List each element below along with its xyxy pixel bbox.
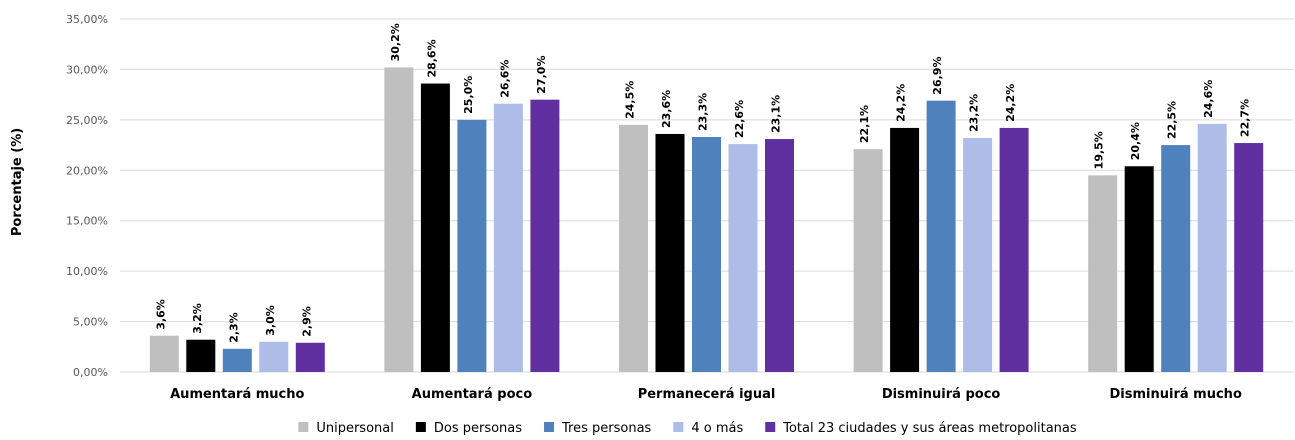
y-tick-label: 0,00% xyxy=(73,366,108,379)
data-label: 22,1% xyxy=(858,105,871,143)
bar xyxy=(295,342,325,372)
y-axis-ticks: 0,00% 5,00% 10,00% 15,00% 20,00% 25,00% 30,00%… xyxy=(66,13,108,379)
data-label: 28,6% xyxy=(425,39,438,77)
data-label: 3,6% xyxy=(154,299,167,330)
data-label: 3,2% xyxy=(191,303,204,334)
bar xyxy=(619,124,648,373)
bar xyxy=(1124,166,1154,372)
y-tick-label: 25,00% xyxy=(66,114,108,127)
data-label: 24,2% xyxy=(895,84,908,122)
data-label: 23,1% xyxy=(770,95,783,133)
data-label: 23,3% xyxy=(697,93,710,131)
data-label: 24,2% xyxy=(1004,84,1017,122)
x-axis-categories: Aumentará mucho Aumentará poco Permanecerá… xyxy=(170,387,1242,402)
bar xyxy=(890,127,920,372)
legend-swatch xyxy=(544,422,555,432)
bar xyxy=(926,100,956,373)
bar xyxy=(222,348,252,372)
data-label: 23,6% xyxy=(660,90,673,128)
legend-item: Unipersonal xyxy=(298,421,394,436)
bar xyxy=(186,339,216,372)
bar xyxy=(765,139,794,372)
data-label: 20,4% xyxy=(1129,122,1142,160)
x-category-label: Aumentará poco xyxy=(412,387,533,402)
bar xyxy=(1234,143,1264,372)
data-label: 2,9% xyxy=(300,306,313,337)
legend-swatch xyxy=(298,422,309,432)
bar xyxy=(384,67,414,372)
x-category-label: Aumentará mucho xyxy=(170,387,304,402)
bar xyxy=(963,138,993,372)
legend-item: Dos personas xyxy=(415,421,522,436)
legend-swatch xyxy=(415,422,426,432)
data-label: 26,9% xyxy=(931,57,944,95)
y-tick-label: 10,00% xyxy=(66,265,108,278)
bar xyxy=(149,335,179,372)
x-category-label: Permanecerá igual xyxy=(638,387,776,402)
legend-swatch xyxy=(765,422,776,432)
data-label: 23,2% xyxy=(968,94,981,132)
legend-label: Total 23 ciudades y sus áreas metropolit… xyxy=(782,421,1077,436)
data-label: 24,6% xyxy=(1202,80,1215,118)
data-label: 24,5% xyxy=(624,81,637,119)
bars xyxy=(149,67,1264,373)
data-label: 2,3% xyxy=(227,312,240,343)
y-axis-title: Porcentaje (%) xyxy=(10,128,25,236)
bar xyxy=(493,103,523,372)
data-label: 22,5% xyxy=(1166,101,1179,139)
data-label: 30,2% xyxy=(389,23,402,61)
bar xyxy=(692,137,721,372)
legend: Unipersonal Dos personas Tres personas 4 o … xyxy=(298,421,1077,436)
bar xyxy=(999,127,1029,372)
y-tick-label: 30,00% xyxy=(66,63,108,76)
legend-swatch xyxy=(673,422,684,432)
legend-label: Dos personas xyxy=(434,421,522,436)
bar xyxy=(728,144,758,372)
legend-item: 4 o más xyxy=(673,421,743,436)
data-label: 22,7% xyxy=(1239,99,1252,137)
legend-label: 4 o más xyxy=(691,421,743,436)
legend-item: Tres personas xyxy=(544,421,652,436)
data-labels: 3,6% 3,2% 2,3% 3,0% 2,9% 30,2% 28,6% 25,0% 26,6%… xyxy=(154,23,1251,343)
bar xyxy=(853,149,883,372)
y-tick-label: 15,00% xyxy=(66,215,108,228)
legend-label: Tres personas xyxy=(561,421,652,436)
data-label: 22,6% xyxy=(733,100,746,138)
bar xyxy=(1197,123,1227,373)
data-label: 27,0% xyxy=(535,56,548,94)
y-tick-label: 20,00% xyxy=(66,164,108,177)
y-tick-label: 35,00% xyxy=(66,13,108,26)
y-tick-label: 5,00% xyxy=(73,316,108,329)
x-category-label: Disminuirá poco xyxy=(882,387,1001,402)
data-label: 26,6% xyxy=(498,60,511,98)
legend-item: Total 23 ciudades y sus áreas metropolit… xyxy=(765,421,1077,436)
bar xyxy=(259,341,289,372)
bar xyxy=(1161,145,1191,372)
data-label: 19,5% xyxy=(1093,131,1106,169)
bar xyxy=(530,99,560,372)
data-label: 3,0% xyxy=(264,305,277,336)
bar xyxy=(457,119,487,372)
x-category-label: Disminuirá mucho xyxy=(1110,387,1242,402)
legend-label: Unipersonal xyxy=(316,421,394,436)
data-label: 25,0% xyxy=(462,76,475,114)
bar xyxy=(1088,175,1118,372)
bar xyxy=(420,83,450,372)
bar xyxy=(655,133,685,372)
